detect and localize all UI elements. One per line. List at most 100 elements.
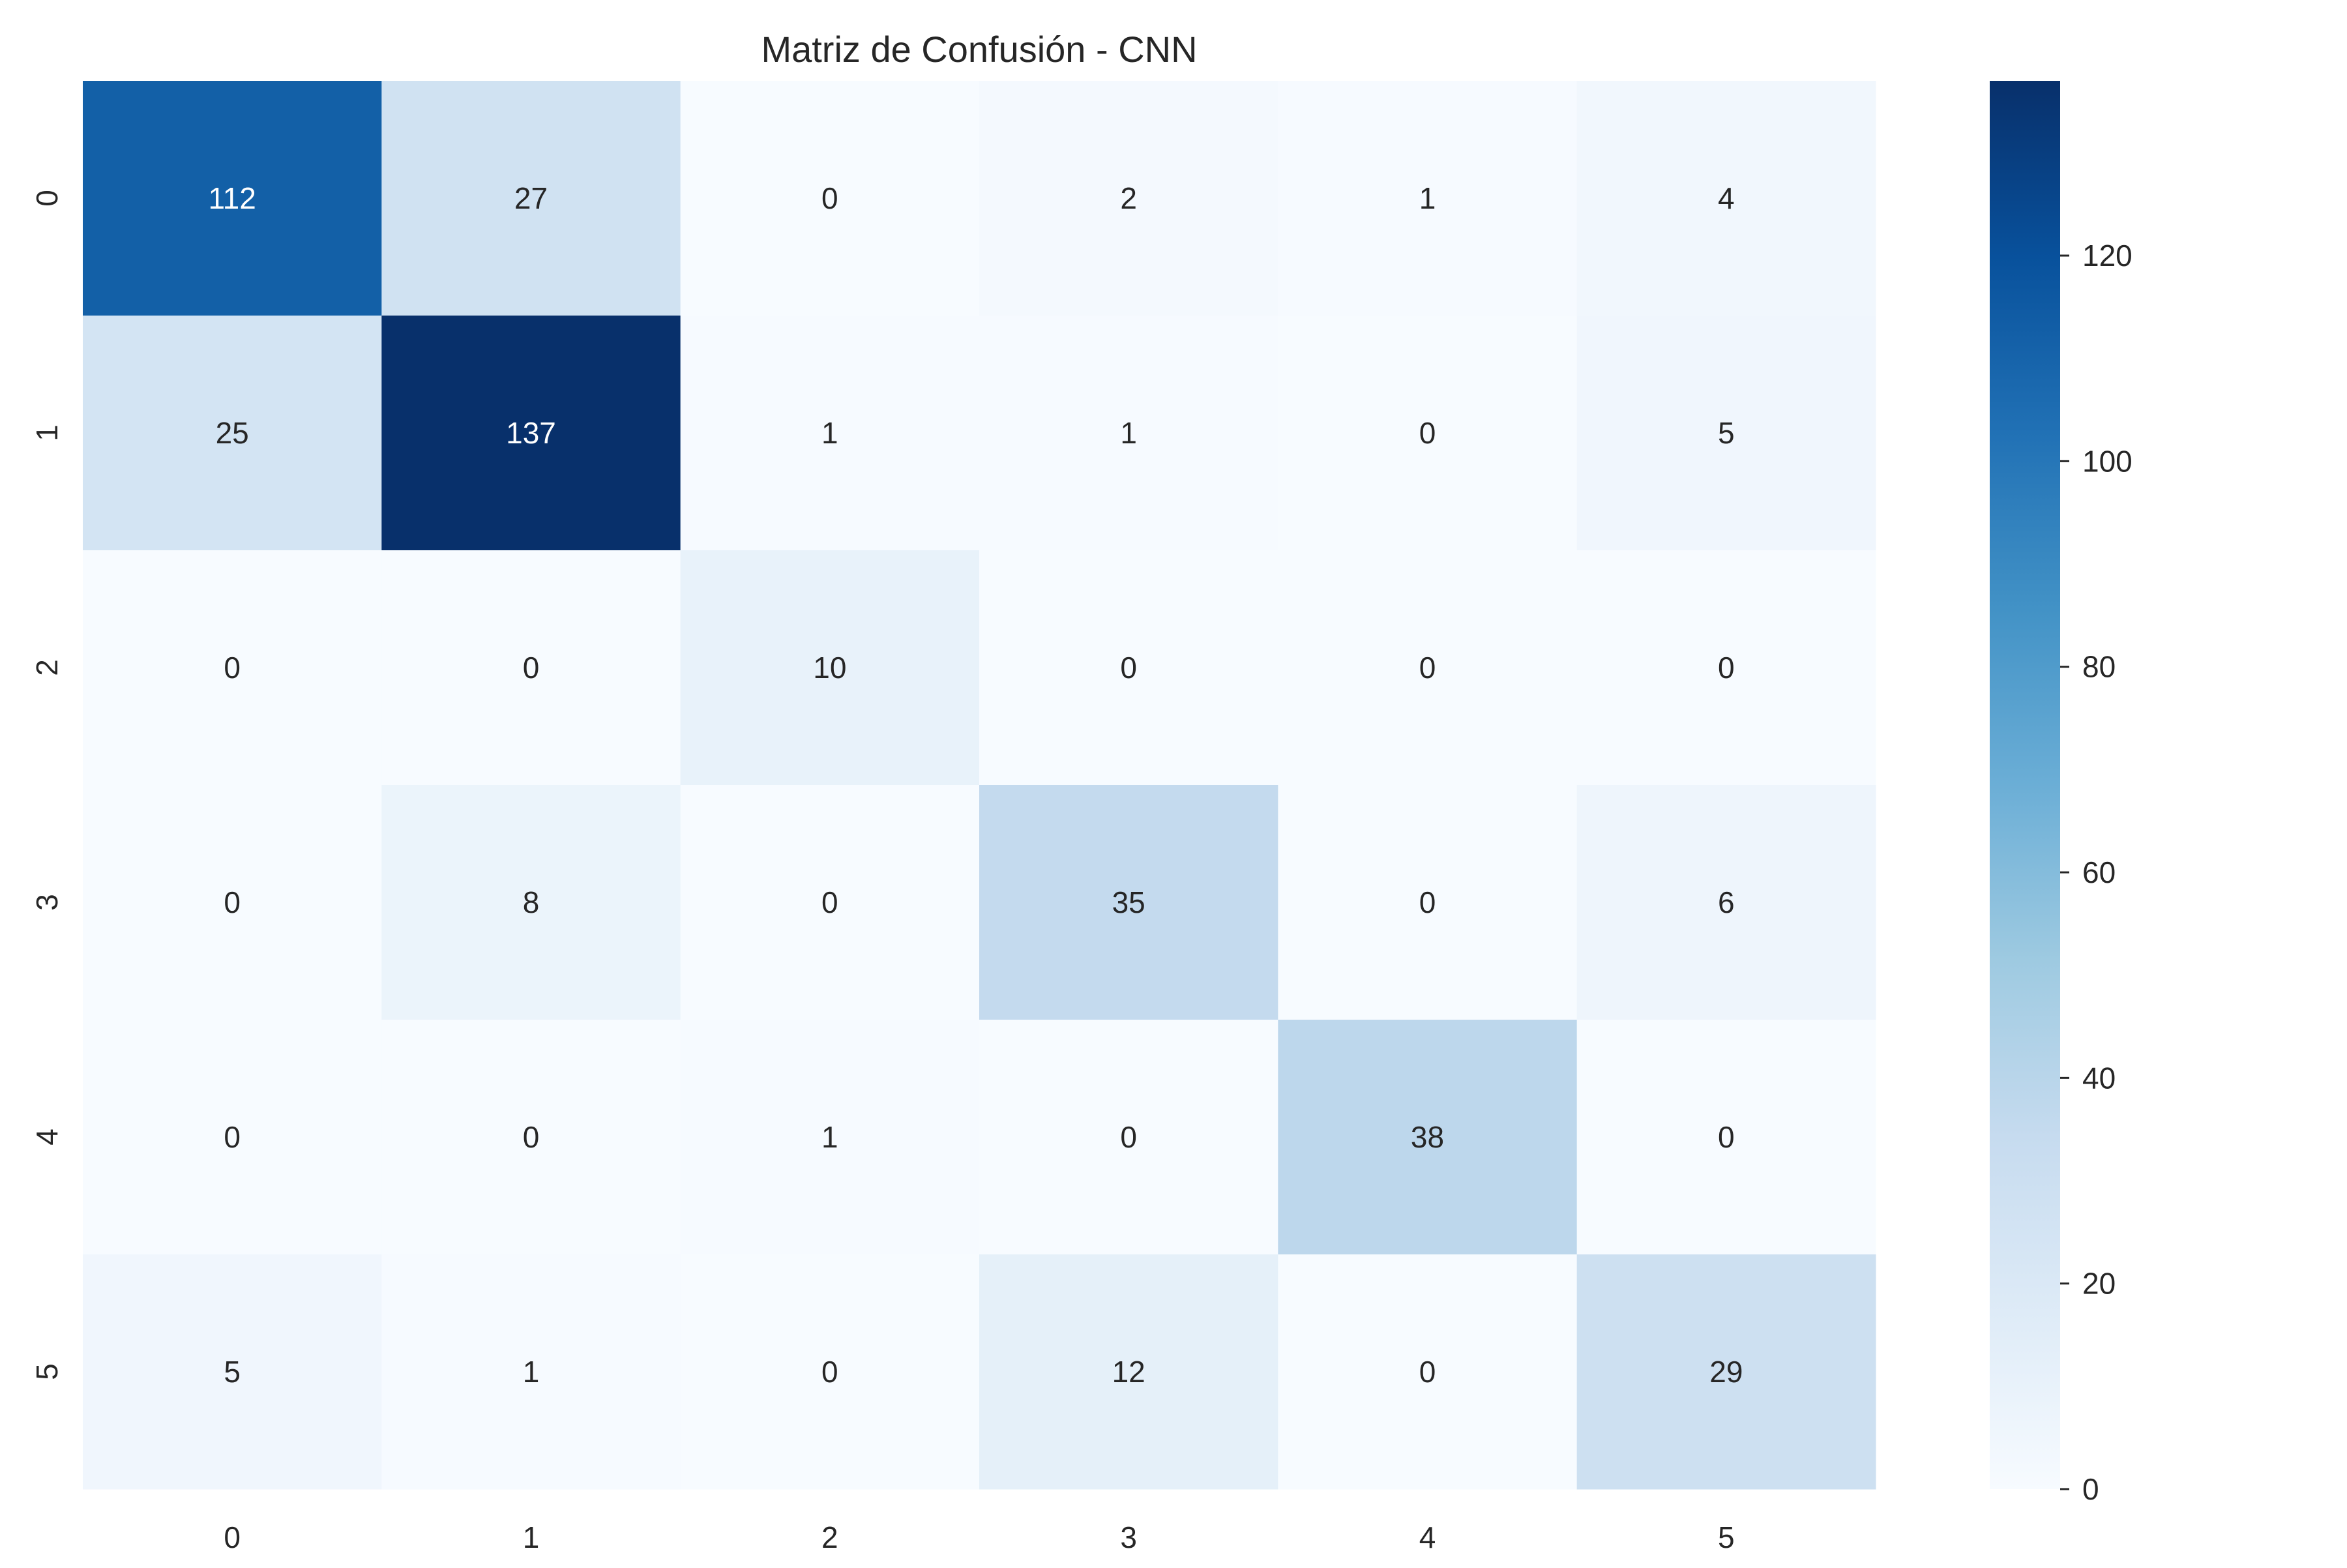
heatmap-cell: [83, 550, 382, 786]
cell-value-label: 35: [1112, 885, 1145, 919]
cell-value-label: 1: [1120, 416, 1137, 450]
cell-annotations: 112 27 0 2 1 425 137 1 1 0 50 0 10 0 0 00 8 0 35 0 60 0 1 0 38 05…: [208, 181, 1743, 1389]
cell-value-label: 25: [216, 416, 249, 450]
heatmap-cell: [1576, 1020, 1876, 1255]
cell-value-label: 0: [1419, 1355, 1436, 1389]
heatmap-cell: [979, 81, 1278, 316]
y-tick-label: 4: [30, 1129, 64, 1146]
cell-value-label: 1: [821, 416, 838, 450]
heatmap-cell: [1278, 1020, 1578, 1255]
cell-value-label: 38: [1411, 1120, 1444, 1154]
heatmap-cell: [381, 785, 681, 1020]
cell-value-label: 27: [514, 181, 548, 215]
cell-value-label: 0: [224, 651, 241, 685]
cell-value-label: 1: [1419, 181, 1436, 215]
y-tick-label: 0: [30, 190, 64, 207]
heatmap-cell: [83, 316, 382, 551]
heatmap-cell: [680, 316, 980, 551]
cell-value-label: 0: [1120, 651, 1137, 685]
heatmap-cell: [381, 316, 681, 551]
heatmap-cell: [381, 81, 681, 316]
y-axis: 0 1 2 3 4 5: [30, 190, 64, 1380]
cell-value-label: 0: [1419, 651, 1436, 685]
x-tick-label: 4: [1419, 1520, 1436, 1554]
x-tick-label: 1: [523, 1520, 540, 1554]
cell-value-label: 0: [523, 1120, 540, 1154]
cell-value-label: 8: [523, 885, 540, 919]
heatmap-cell: [83, 1254, 382, 1490]
heatmap-cell: [1576, 785, 1876, 1020]
heatmap-cell: [83, 785, 382, 1020]
cell-value-label: 4: [1718, 181, 1735, 215]
cell-value-label: 0: [1718, 651, 1735, 685]
cell-value-label: 12: [1112, 1355, 1145, 1389]
heatmap-cell: [83, 1020, 382, 1255]
cell-value-label: 0: [224, 885, 241, 919]
cell-value-label: 0: [1419, 416, 1436, 450]
heatmap-cell: [381, 1254, 681, 1490]
colorbar-tick-label: 80: [2082, 650, 2116, 684]
colorbar-tick-label: 120: [2082, 239, 2133, 273]
heatmap-cell: [680, 81, 980, 316]
heatmap-cell: [1576, 550, 1876, 786]
heatmap-cell: [680, 1020, 980, 1255]
heatmap-cell: [680, 550, 980, 786]
heatmap-cell: [1576, 316, 1876, 551]
x-axis: 0 1 2 3 4 5: [224, 1520, 1734, 1554]
heatmap-cell: [979, 785, 1278, 1020]
heatmap-cell: [83, 81, 382, 316]
x-tick-label: 2: [821, 1520, 838, 1554]
cell-value-label: 29: [1709, 1355, 1743, 1389]
heatmap-cell: [381, 550, 681, 786]
heatmap-cell: [680, 1254, 980, 1490]
colorbar-tick-label: 0: [2082, 1472, 2099, 1506]
cell-value-label: 0: [523, 651, 540, 685]
heatmap-cell: [1576, 81, 1876, 316]
cell-value-label: 0: [821, 1355, 838, 1389]
x-tick-label: 0: [224, 1520, 241, 1554]
cell-value-label: 10: [813, 651, 846, 685]
colorbar-tick-label: 40: [2082, 1061, 2116, 1095]
cell-value-label: 0: [821, 181, 838, 215]
x-tick-label: 3: [1120, 1520, 1137, 1554]
cell-value-label: 112: [208, 181, 256, 215]
colorbar-gradient: [1990, 81, 2060, 1489]
heatmap-cell: [979, 1020, 1278, 1255]
colorbar-tick-label: 60: [2082, 855, 2116, 889]
y-tick-label: 1: [30, 424, 64, 441]
heatmap-grid: [83, 81, 1876, 1490]
y-tick-label: 5: [30, 1363, 64, 1380]
cell-value-label: 1: [523, 1355, 540, 1389]
heatmap-cell: [979, 1254, 1278, 1490]
heatmap-cell: [979, 550, 1278, 786]
y-tick-label: 3: [30, 894, 64, 911]
cell-value-label: 5: [224, 1355, 241, 1389]
chart-title: Matriz de Confusión - CNN: [761, 29, 1197, 70]
cell-value-label: 0: [224, 1120, 241, 1154]
colorbar-tick-label: 20: [2082, 1267, 2116, 1301]
heatmap-cell: [1278, 1254, 1578, 1490]
heatmap-cell: [979, 316, 1278, 551]
heatmap-cell: [1278, 785, 1578, 1020]
cell-value-label: 0: [1120, 1120, 1137, 1154]
heatmap-cell: [1278, 81, 1578, 316]
cell-value-label: 0: [821, 885, 838, 919]
cell-value-label: 137: [506, 416, 556, 450]
cell-value-label: 6: [1718, 885, 1735, 919]
heatmap-cell: [1278, 316, 1578, 551]
colorbar-tick-label: 100: [2082, 444, 2133, 478]
y-tick-label: 2: [30, 659, 64, 676]
x-tick-label: 5: [1718, 1520, 1735, 1554]
cell-value-label: 1: [821, 1120, 838, 1154]
cell-value-label: 0: [1419, 885, 1436, 919]
cell-value-label: 5: [1718, 416, 1735, 450]
colorbar: 0 20 40 60 80 100 120: [1990, 81, 2133, 1506]
heatmap-cell: [680, 785, 980, 1020]
cell-value-label: 2: [1120, 181, 1137, 215]
heatmap-cell: [1278, 550, 1578, 786]
cell-value-label: 0: [1718, 1120, 1735, 1154]
heatmap-cell: [381, 1020, 681, 1255]
heatmap-cell: [1576, 1254, 1876, 1490]
